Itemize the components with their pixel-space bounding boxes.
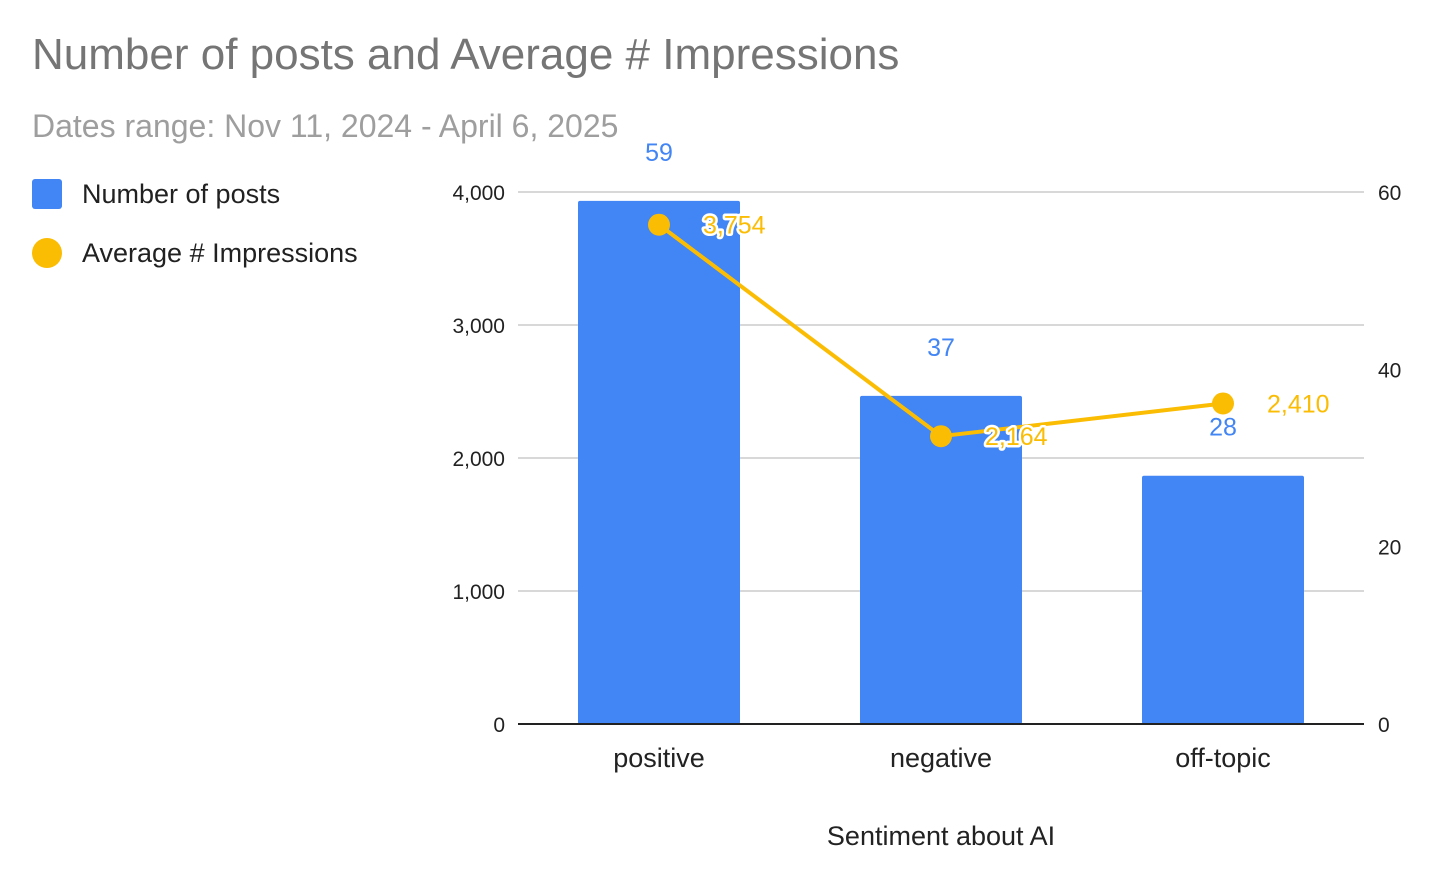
y-left-tick-label: 1,000 bbox=[452, 581, 505, 604]
legend-label-number-of-posts: Number of posts bbox=[82, 178, 281, 209]
legend-item-number-of-posts: Number of posts bbox=[32, 174, 280, 214]
chart-subtitle: Dates range: Nov 11, 2024 - April 6, 202… bbox=[32, 108, 619, 144]
x-tick-label: off-topic bbox=[1175, 743, 1271, 773]
y-left-tick-label: 0 bbox=[493, 714, 505, 737]
bar-data-label: 28 bbox=[1209, 414, 1237, 442]
x-tick-label: negative bbox=[890, 743, 992, 773]
line-point-negative bbox=[930, 425, 952, 448]
y-right-tick-label: 0 bbox=[1378, 714, 1390, 737]
x-axis-title: Sentiment about AI bbox=[827, 821, 1055, 851]
legend-label-average-impressions: Average # Impressions bbox=[82, 237, 358, 268]
y-left-tick-label: 2,000 bbox=[452, 448, 505, 471]
chart-title: Number of posts and Average # Impression… bbox=[32, 30, 900, 79]
bar-data-label: 59 bbox=[645, 139, 673, 167]
y-right-tick-label: 40 bbox=[1378, 359, 1401, 382]
line-data-label: 2,410 bbox=[1267, 390, 1330, 418]
legend-item-average-impressions: Average # Impressions bbox=[32, 233, 358, 273]
y-right-tick-label: 20 bbox=[1378, 537, 1401, 560]
x-tick-label: positive bbox=[613, 743, 705, 773]
y-left-tick-label: 3,000 bbox=[452, 315, 505, 338]
bar-data-label: 37 bbox=[927, 334, 955, 362]
legend-swatch-average-impressions bbox=[32, 238, 62, 268]
line-data-label: 3,754 bbox=[703, 212, 766, 240]
line-point-off-topic bbox=[1212, 392, 1234, 415]
bar-off-topic bbox=[1142, 475, 1304, 724]
y-right-tick-label: 60 bbox=[1378, 182, 1401, 205]
bar-positive bbox=[578, 200, 740, 724]
bar-negative bbox=[860, 395, 1022, 724]
line-point-positive bbox=[648, 213, 670, 236]
y-left-tick-label: 4,000 bbox=[452, 182, 505, 205]
legend-swatch-number-of-posts bbox=[32, 179, 62, 209]
line-data-label: 2,164 bbox=[985, 423, 1048, 451]
